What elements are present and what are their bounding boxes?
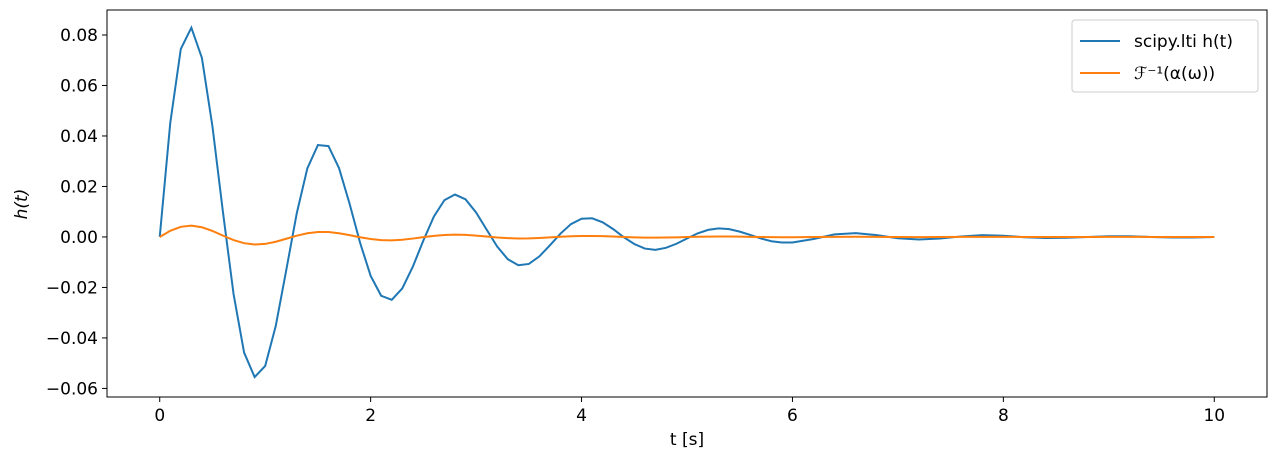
y-tick-label: −0.06 bbox=[46, 379, 98, 399]
y-tick-label: 0.08 bbox=[60, 26, 98, 46]
y-tick-label: −0.04 bbox=[46, 329, 98, 349]
x-tick-label: 2 bbox=[365, 406, 376, 426]
series-line bbox=[159, 224, 1215, 246]
legend-label: scipy.lti h(t) bbox=[1134, 32, 1233, 52]
x-tick-label: 0 bbox=[154, 406, 165, 426]
x-axis-label: t [s] bbox=[670, 430, 704, 450]
plot-frame bbox=[106, 9, 1268, 398]
legend-label: ℱ⁻¹(α(ω)) bbox=[1134, 64, 1215, 84]
y-tick-label: 0.04 bbox=[60, 127, 98, 147]
x-tick-label: 10 bbox=[1203, 406, 1225, 426]
y-tick-label: 0.02 bbox=[60, 177, 98, 197]
y-tick-label: 0.06 bbox=[60, 76, 98, 96]
x-tick-label: 6 bbox=[787, 406, 798, 426]
y-tick-label: 0.00 bbox=[60, 228, 98, 248]
y-axis-label: h(t) bbox=[12, 189, 32, 220]
x-tick-label: 8 bbox=[998, 406, 1009, 426]
y-tick-label: −0.02 bbox=[46, 278, 98, 298]
x-tick-label: 4 bbox=[576, 406, 587, 426]
series-line bbox=[158, 25, 1215, 379]
